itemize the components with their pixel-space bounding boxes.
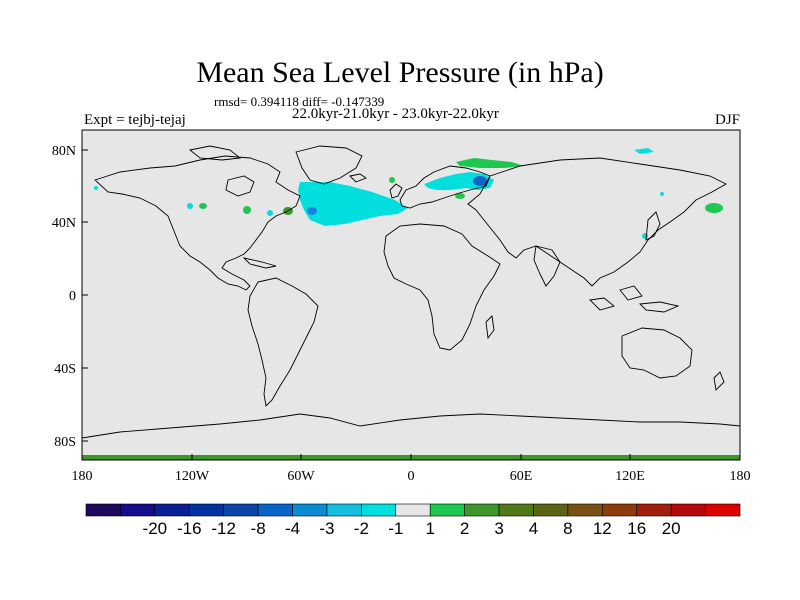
colorbar-label: -20 (143, 519, 168, 538)
green-patch-arctic (456, 158, 524, 168)
experiment-label: Expt = tejbj-tejaj (84, 112, 186, 128)
lat-label: 40N (52, 216, 76, 231)
lat-label: 80N (52, 144, 76, 159)
green-patch-na-west (199, 203, 207, 209)
anomaly-patches (94, 148, 723, 239)
lon-label: 120W (175, 469, 210, 484)
colorbar-swatch (257, 503, 293, 517)
period-text: 22.0kyr-21.0kyr - 23.0kyr-22.0kyr (292, 106, 499, 122)
green-patch-pacific (705, 203, 723, 213)
lon-labels: 180 120W 60W 0 60E 120E 180 (72, 469, 751, 484)
map-title: Mean Sea Level Pressure (in hPa) (196, 56, 604, 89)
colorbar-swatch (602, 503, 638, 517)
lon-label: 0 (408, 469, 415, 484)
blue-spot-atlantic (307, 207, 317, 215)
lat-label: 40S (54, 362, 76, 377)
colorbar-label: 8 (563, 519, 572, 538)
colorbar-label: 12 (593, 519, 612, 538)
colorbar-swatch (361, 503, 397, 517)
cyan-patch-na-west (187, 203, 193, 209)
lat-label: 0 (69, 289, 76, 304)
cyan-patch-arctic-east (634, 148, 654, 154)
colorbar-label: 4 (529, 519, 538, 538)
lon-label: 60W (287, 469, 315, 484)
colorbar-swatch (567, 503, 603, 517)
cyan-patch-atlantic (298, 182, 408, 226)
lat-label: 80S (54, 435, 76, 450)
colorbar-label: 1 (425, 519, 434, 538)
lon-label: 60E (510, 469, 533, 484)
stats-text: rmsd= 0.394118 diff= -0.147339 (214, 94, 385, 109)
colorbar-swatch (429, 503, 465, 517)
green-patch-europe (455, 193, 465, 199)
cyan-patch-siberia (660, 192, 664, 196)
green-patch-north-sea (389, 177, 395, 183)
colorbar-swatch (85, 503, 121, 517)
colorbar-swatch (464, 503, 500, 517)
colorbar-label: 3 (494, 519, 503, 538)
colorbar-label: 16 (627, 519, 646, 538)
colorbar-label: -16 (177, 519, 202, 538)
cyan-patch-alaska (94, 186, 98, 190)
colorbar-swatch (670, 503, 706, 517)
colorbar-label: -2 (354, 519, 369, 538)
colorbar-swatch (705, 503, 741, 517)
colorbar-swatch (120, 503, 156, 517)
lat-labels: 80N 40N 0 40S 80S (52, 144, 76, 450)
colorbar-labels: -20 -16 -12 -8 -4 -3 -2 -1 1 2 3 4 8 12 16 20 (143, 519, 681, 538)
colorbar-swatch (188, 503, 224, 517)
colorbar-swatch (154, 503, 190, 517)
season-label: DJF (714, 112, 740, 128)
coastlines (81, 145, 741, 439)
cyan-patch-japan (642, 233, 648, 239)
colorbar-swatch (533, 503, 569, 517)
colorbar-label: -12 (211, 519, 236, 538)
green-patch-great-lakes (243, 206, 251, 214)
colorbar-swatch (636, 503, 672, 517)
colorbar-label: -8 (251, 519, 266, 538)
lon-label: 180 (72, 469, 93, 484)
blue-spot-scandinavia (473, 176, 487, 186)
lon-label: 180 (730, 469, 751, 484)
colorbar-label: -4 (285, 519, 300, 538)
cyan-patch-scandinavia (424, 172, 494, 190)
colorbar-swatch (292, 503, 328, 517)
map-field (82, 130, 740, 460)
colorbar (85, 503, 741, 517)
colorbar-label: -3 (319, 519, 334, 538)
colorbar-swatch (498, 503, 534, 517)
lon-label: 120E (615, 469, 645, 484)
colorbar-swatch (395, 503, 431, 517)
colorbar-swatch (223, 503, 259, 517)
colorbar-label: 2 (460, 519, 469, 538)
colorbar-swatch (326, 503, 362, 517)
colorbar-label: -1 (388, 519, 403, 538)
colorbar-label: 20 (662, 519, 681, 538)
tick-marks (81, 149, 741, 460)
cyan-patch-ne-coast (267, 210, 273, 216)
